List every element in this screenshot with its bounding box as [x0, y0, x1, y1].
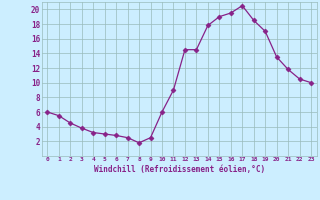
- X-axis label: Windchill (Refroidissement éolien,°C): Windchill (Refroidissement éolien,°C): [94, 165, 265, 174]
